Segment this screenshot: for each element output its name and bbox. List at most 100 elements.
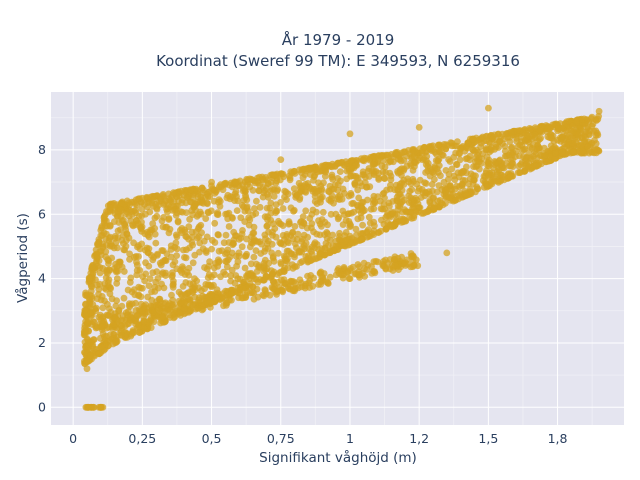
data-point — [199, 200, 207, 207]
data-point — [388, 223, 396, 231]
data-point — [118, 236, 126, 244]
data-point — [412, 256, 420, 264]
data-point — [148, 302, 156, 310]
data-point — [105, 342, 112, 349]
data-point — [249, 229, 257, 237]
data-point — [574, 129, 582, 137]
data-point — [159, 223, 167, 231]
data-point — [283, 231, 291, 238]
data-point — [471, 148, 478, 155]
data-point — [463, 155, 471, 162]
data-point — [287, 168, 295, 176]
data-point — [223, 263, 231, 271]
data-point — [494, 177, 501, 185]
data-point — [239, 285, 247, 292]
data-point — [396, 199, 404, 207]
data-point — [102, 253, 110, 261]
data-point — [153, 212, 161, 220]
data-point — [582, 134, 589, 142]
data-point — [313, 188, 321, 196]
data-point — [198, 306, 206, 314]
data-point — [298, 258, 306, 265]
data-point — [470, 163, 477, 171]
data-point — [85, 274, 93, 282]
data-point — [111, 209, 119, 217]
data-point — [375, 174, 383, 182]
data-point — [177, 290, 185, 298]
data-point — [84, 337, 92, 344]
data-point — [274, 278, 282, 286]
data-point — [207, 298, 214, 306]
data-point — [154, 251, 161, 259]
data-point — [258, 240, 265, 248]
data-point — [191, 200, 199, 208]
x-tick-labels: 0 0,25 0,5 0,75 1 1,2 1,5 1,8 — [69, 431, 567, 446]
data-point — [311, 171, 319, 179]
data-point — [468, 188, 475, 196]
data-point — [234, 289, 242, 297]
data-point — [118, 263, 126, 271]
data-point — [97, 226, 105, 234]
data-point — [254, 179, 262, 187]
data-point — [348, 165, 355, 173]
data-point — [183, 233, 191, 241]
data-point — [138, 205, 146, 213]
data-point — [217, 273, 224, 281]
data-point — [132, 320, 139, 328]
data-point — [317, 193, 324, 201]
data-point — [207, 207, 215, 215]
data-point — [99, 315, 107, 322]
data-point — [226, 253, 234, 261]
data-point — [175, 191, 183, 199]
data-point — [117, 206, 125, 214]
data-point — [167, 246, 175, 253]
data-point — [172, 231, 180, 239]
data-point — [215, 231, 222, 239]
data-point — [113, 280, 121, 287]
data-point — [136, 267, 144, 274]
data-point — [317, 182, 325, 190]
data-point — [139, 284, 146, 292]
data-point — [429, 146, 437, 154]
data-point — [162, 269, 170, 277]
data-point — [382, 226, 390, 233]
data-point — [415, 124, 423, 131]
data-point — [371, 153, 378, 161]
data-point — [531, 131, 539, 139]
data-point — [166, 307, 174, 314]
data-point — [231, 279, 239, 287]
data-point — [112, 260, 119, 268]
data-point — [422, 180, 430, 187]
data-point — [97, 232, 105, 240]
data-point — [158, 247, 166, 254]
data-point — [442, 200, 449, 207]
data-point — [483, 183, 491, 191]
data-point — [358, 204, 366, 212]
data-point — [230, 228, 238, 236]
data-point — [277, 199, 284, 206]
data-point — [144, 293, 152, 301]
data-point — [279, 205, 287, 212]
data-point — [211, 219, 219, 227]
data-point — [88, 295, 96, 302]
data-point — [400, 176, 408, 184]
data-point — [493, 168, 501, 176]
data-point — [365, 213, 373, 221]
data-point — [100, 213, 108, 221]
data-point — [397, 263, 405, 271]
data-point — [386, 185, 394, 193]
data-point — [111, 233, 119, 240]
data-point — [211, 239, 219, 246]
data-point — [129, 328, 136, 336]
data-point — [94, 240, 101, 248]
data-point — [208, 178, 216, 186]
data-point — [227, 272, 235, 280]
data-point — [359, 198, 367, 206]
data-point — [304, 233, 311, 241]
data-point — [262, 184, 270, 192]
data-point — [142, 270, 150, 278]
data-point — [192, 305, 200, 313]
data-point — [155, 284, 162, 292]
data-point — [298, 248, 305, 256]
data-point — [354, 186, 362, 194]
